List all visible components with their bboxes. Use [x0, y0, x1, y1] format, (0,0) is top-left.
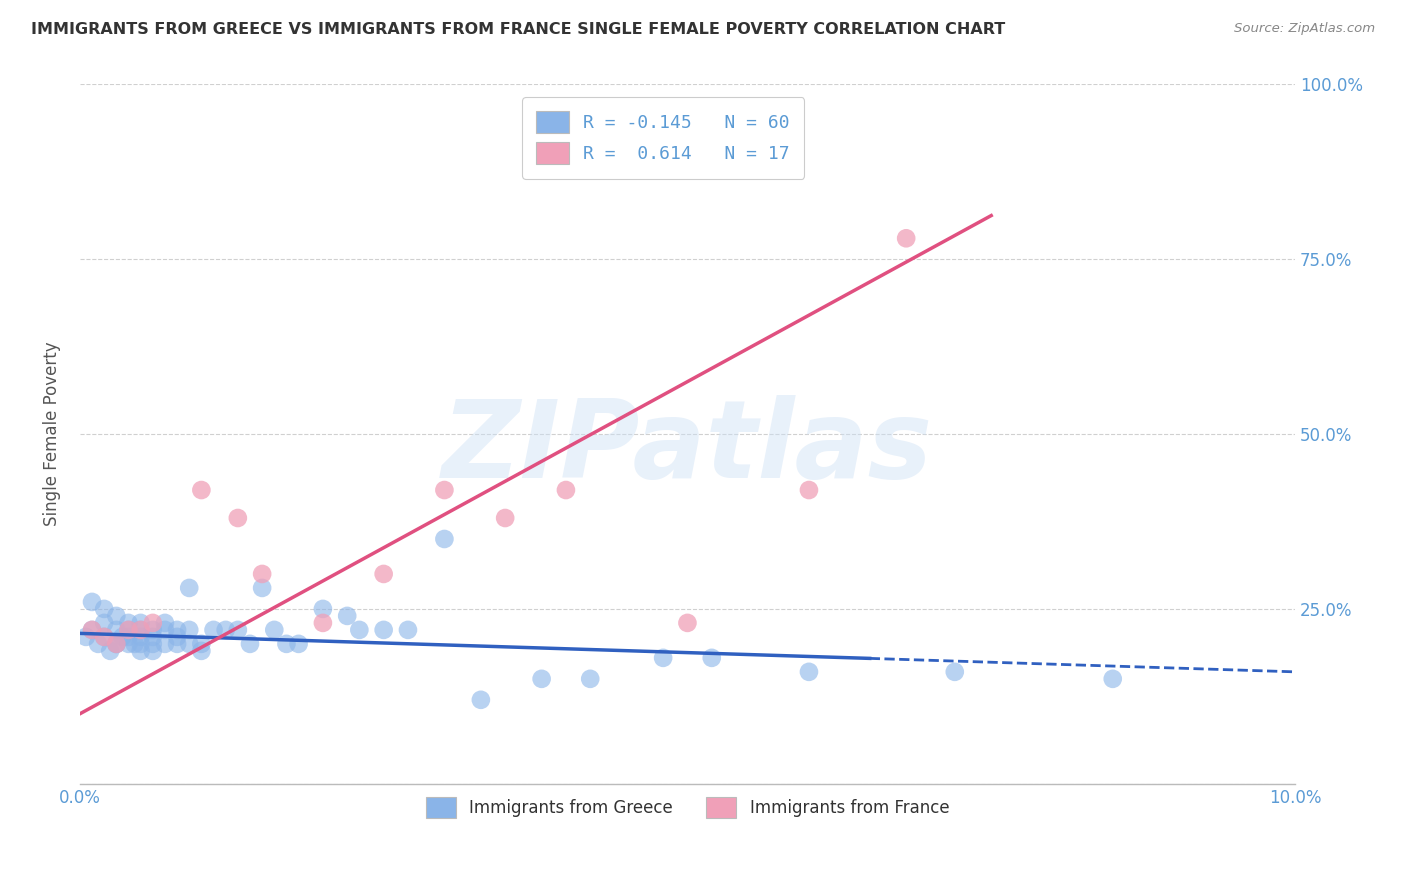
- Point: [93, 615, 115, 630]
- Point: [190, 483, 212, 497]
- Point: [105, 637, 128, 651]
- Point: [93, 602, 115, 616]
- Point: [215, 623, 238, 637]
- Point: [943, 665, 966, 679]
- Point: [105, 608, 128, 623]
- Point: [797, 483, 820, 497]
- Point: [153, 637, 176, 651]
- Point: [142, 630, 165, 644]
- Point: [129, 637, 152, 651]
- Point: [117, 637, 139, 651]
- Point: [166, 637, 188, 651]
- Point: [166, 623, 188, 637]
- Text: ZIPatlas: ZIPatlas: [441, 395, 934, 501]
- Point: [129, 623, 152, 637]
- Point: [87, 637, 110, 651]
- Legend: Immigrants from Greece, Immigrants from France: Immigrants from Greece, Immigrants from …: [419, 790, 956, 824]
- Point: [312, 602, 335, 616]
- Point: [117, 623, 139, 637]
- Point: [93, 630, 115, 644]
- Point: [530, 672, 553, 686]
- Point: [896, 231, 918, 245]
- Point: [470, 693, 492, 707]
- Point: [179, 581, 201, 595]
- Point: [652, 651, 675, 665]
- Point: [349, 623, 371, 637]
- Point: [396, 623, 419, 637]
- Point: [80, 623, 103, 637]
- Point: [93, 630, 115, 644]
- Point: [142, 623, 165, 637]
- Point: [190, 644, 212, 658]
- Point: [80, 595, 103, 609]
- Point: [555, 483, 578, 497]
- Point: [433, 532, 456, 546]
- Point: [336, 608, 359, 623]
- Point: [117, 630, 139, 644]
- Point: [250, 581, 273, 595]
- Point: [129, 630, 152, 644]
- Point: [98, 644, 121, 658]
- Point: [105, 637, 128, 651]
- Point: [202, 623, 225, 637]
- Point: [226, 623, 249, 637]
- Point: [142, 644, 165, 658]
- Point: [111, 630, 134, 644]
- Point: [166, 630, 188, 644]
- Point: [129, 623, 152, 637]
- Point: [287, 637, 309, 651]
- Point: [250, 566, 273, 581]
- Point: [276, 637, 298, 651]
- Point: [373, 623, 395, 637]
- Point: [1101, 672, 1123, 686]
- Point: [142, 615, 165, 630]
- Point: [312, 615, 335, 630]
- Point: [105, 637, 128, 651]
- Point: [129, 644, 152, 658]
- Point: [797, 665, 820, 679]
- Point: [153, 623, 176, 637]
- Point: [124, 637, 146, 651]
- Point: [494, 511, 516, 525]
- Point: [190, 637, 212, 651]
- Point: [433, 483, 456, 497]
- Point: [239, 637, 262, 651]
- Point: [142, 637, 165, 651]
- Point: [179, 623, 201, 637]
- Y-axis label: Single Female Poverty: Single Female Poverty: [44, 342, 60, 526]
- Point: [129, 615, 152, 630]
- Point: [676, 615, 699, 630]
- Point: [373, 566, 395, 581]
- Point: [179, 637, 201, 651]
- Point: [75, 630, 97, 644]
- Point: [153, 615, 176, 630]
- Point: [579, 672, 602, 686]
- Point: [700, 651, 723, 665]
- Point: [117, 615, 139, 630]
- Text: IMMIGRANTS FROM GREECE VS IMMIGRANTS FROM FRANCE SINGLE FEMALE POVERTY CORRELATI: IMMIGRANTS FROM GREECE VS IMMIGRANTS FRO…: [31, 22, 1005, 37]
- Point: [263, 623, 285, 637]
- Point: [117, 623, 139, 637]
- Point: [105, 623, 128, 637]
- Point: [226, 511, 249, 525]
- Point: [80, 623, 103, 637]
- Text: Source: ZipAtlas.com: Source: ZipAtlas.com: [1234, 22, 1375, 36]
